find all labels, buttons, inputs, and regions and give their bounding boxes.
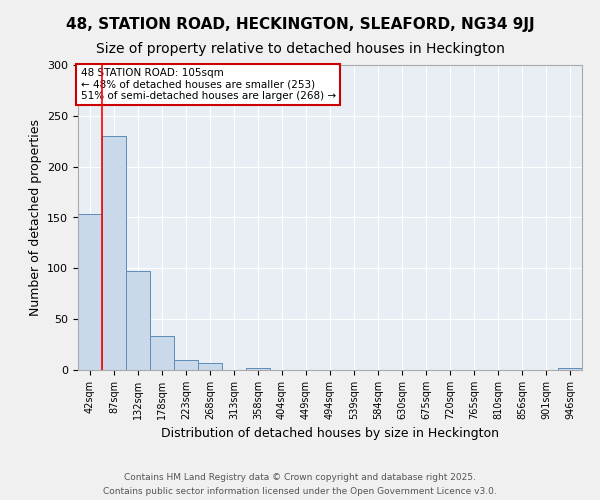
Text: Contains public sector information licensed under the Open Government Licence v3: Contains public sector information licen… [103, 488, 497, 496]
Text: 48, STATION ROAD, HECKINGTON, SLEAFORD, NG34 9JJ: 48, STATION ROAD, HECKINGTON, SLEAFORD, … [65, 18, 535, 32]
X-axis label: Distribution of detached houses by size in Heckington: Distribution of detached houses by size … [161, 428, 499, 440]
Bar [102, 136, 126, 370]
Y-axis label: Number of detached properties: Number of detached properties [29, 119, 41, 316]
Text: 48 STATION ROAD: 105sqm
← 48% of detached houses are smaller (253)
51% of semi-d: 48 STATION ROAD: 105sqm ← 48% of detache… [80, 68, 335, 101]
Bar [246, 368, 270, 370]
Text: Size of property relative to detached houses in Heckington: Size of property relative to detached ho… [95, 42, 505, 56]
Bar [78, 214, 102, 370]
Bar [150, 336, 174, 370]
Bar [174, 360, 198, 370]
Bar [126, 272, 150, 370]
Bar [558, 368, 582, 370]
Text: Contains HM Land Registry data © Crown copyright and database right 2025.: Contains HM Land Registry data © Crown c… [124, 472, 476, 482]
Bar [198, 363, 222, 370]
